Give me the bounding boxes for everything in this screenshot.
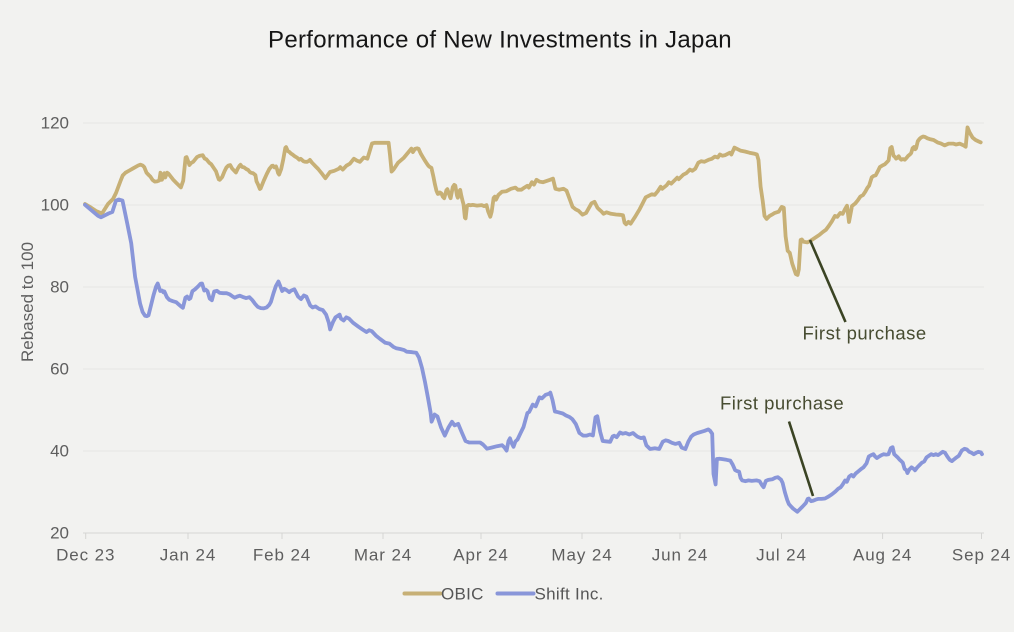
svg-text:Dec 23: Dec 23 (56, 546, 115, 565)
svg-text:First purchase: First purchase (720, 393, 844, 414)
svg-text:Jun 24: Jun 24 (652, 546, 708, 565)
svg-text:Feb 24: Feb 24 (253, 546, 311, 565)
svg-text:Shift Inc.: Shift Inc. (535, 585, 604, 604)
svg-text:First purchase: First purchase (803, 323, 927, 344)
svg-text:100: 100 (41, 196, 69, 215)
svg-text:Rebased to 100: Rebased to 100 (18, 242, 37, 362)
svg-text:May 24: May 24 (551, 546, 612, 565)
svg-text:Aug 24: Aug 24 (853, 546, 912, 565)
svg-text:Mar 24: Mar 24 (354, 546, 412, 565)
svg-text:Jul 24: Jul 24 (756, 546, 807, 565)
svg-text:20: 20 (50, 524, 69, 543)
svg-text:Apr 24: Apr 24 (453, 546, 509, 565)
svg-text:Jan 24: Jan 24 (160, 546, 216, 565)
svg-text:80: 80 (50, 278, 69, 297)
svg-text:120: 120 (41, 114, 69, 133)
svg-text:40: 40 (50, 442, 69, 461)
svg-text:OBIC: OBIC (441, 585, 484, 604)
svg-text:Performance of New Investments: Performance of New Investments in Japan (268, 27, 732, 54)
svg-text:Sep 24: Sep 24 (952, 546, 1011, 565)
svg-text:60: 60 (50, 360, 69, 379)
